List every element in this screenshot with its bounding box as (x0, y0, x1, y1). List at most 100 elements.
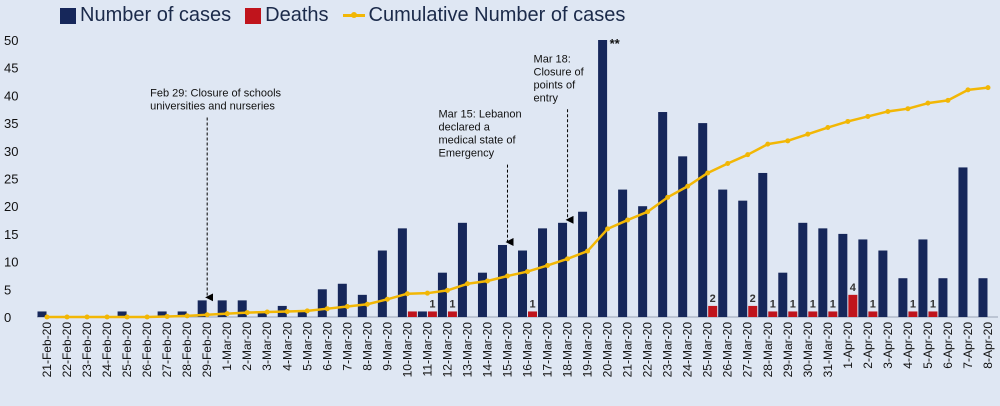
cumulative-point (625, 217, 631, 223)
cumulative-point (865, 113, 871, 119)
death-value-label: 1 (429, 298, 435, 310)
x-tick-label: 3-Apr-20 (881, 322, 895, 369)
x-tick-label: 13-Mar-20 (460, 322, 474, 378)
death-value-label: 1 (810, 298, 816, 310)
annotation-text: Feb 29: Closure of schools (150, 88, 281, 100)
x-tick-label: 11-Mar-20 (420, 322, 434, 377)
cumulative-point (965, 87, 971, 93)
legend-label-deaths: Deaths (265, 4, 329, 26)
death-bar (768, 311, 778, 317)
x-tick-label: 15-Mar-20 (500, 322, 514, 378)
x-tick-label: 23-Feb-20 (80, 322, 94, 378)
death-value-label: 1 (870, 298, 876, 310)
death-bar (748, 305, 758, 317)
case-bar (798, 222, 808, 317)
death-bar (407, 311, 417, 317)
case-bar (337, 283, 347, 317)
case-bar (978, 278, 988, 317)
case-bar (678, 156, 688, 317)
legend-swatch-deaths (245, 7, 262, 24)
case-bar (758, 172, 768, 317)
cumulative-line (47, 86, 989, 319)
x-tick-label: 2-Apr-20 (861, 322, 875, 369)
x-tick-label: 27-Mar-20 (741, 322, 755, 378)
annotation-text: points of (534, 79, 577, 91)
x-tick-label: 25-Mar-20 (701, 322, 715, 378)
legend-label-cases: Number of cases (80, 4, 232, 26)
x-tick-label: 16-Mar-20 (521, 322, 535, 378)
death-bar (788, 311, 798, 317)
annotation-text: universities and nurseries (150, 101, 275, 113)
x-tick-label: 25-Feb-20 (120, 322, 134, 378)
cumulative-point (124, 314, 130, 320)
x-tick-label: 28-Feb-20 (180, 322, 194, 378)
cumulative-point (164, 313, 170, 319)
x-tick-label: 12-Mar-20 (440, 322, 454, 378)
cumulative-point (545, 262, 551, 268)
cumulative-point (785, 138, 791, 144)
x-tick-label: 20-Mar-20 (601, 322, 615, 378)
case-bar (217, 300, 227, 317)
case-bar (497, 244, 507, 317)
cumulative-point (725, 161, 731, 167)
death-value-label: 1 (449, 298, 455, 310)
x-tick-label: 22-Feb-20 (60, 322, 74, 378)
cumulative-point (244, 310, 250, 316)
case-bar (177, 311, 187, 317)
cumulative-point (504, 273, 510, 279)
case-bar (397, 228, 407, 317)
y-tick-label: 0 (4, 310, 11, 325)
death-value-label: 1 (830, 298, 836, 310)
annotation-text: Closure of (534, 66, 585, 78)
cumulative-point (905, 106, 911, 112)
x-tick-label: 6-Mar-20 (320, 322, 334, 371)
y-tick-label: 30 (4, 144, 18, 159)
cumulative-point (104, 314, 110, 320)
x-tick-label: 7-Apr-20 (961, 322, 975, 369)
x-tick-label: 9-Mar-20 (380, 322, 394, 371)
legend-swatch-cases (60, 7, 76, 24)
cumulative-point (204, 312, 210, 318)
y-tick-label: 45 (4, 61, 18, 76)
y-tick-label: 15 (4, 227, 18, 242)
cumulative-point (945, 97, 951, 103)
legend: Number of cases Deaths Cumulative Number… (60, 4, 639, 27)
death-bar (528, 311, 538, 317)
cumulative-point (384, 296, 390, 302)
annotation-text: Emergency (438, 148, 494, 160)
case-bar (778, 272, 788, 317)
case-bar (918, 239, 928, 317)
cumulative-point (344, 303, 350, 309)
x-tick-label: 14-Mar-20 (480, 322, 494, 378)
x-tick-label: 27-Feb-20 (160, 322, 174, 378)
case-bar (157, 311, 167, 317)
x-tick-label: 2-Mar-20 (240, 322, 254, 371)
case-bar (257, 311, 267, 317)
cumulative-point (705, 170, 711, 176)
cumulative-point (464, 281, 470, 287)
cumulative-point (84, 314, 90, 320)
cumulative-point (985, 85, 991, 91)
x-tick-label: 4-Mar-20 (280, 322, 294, 371)
case-bar (297, 311, 307, 317)
x-tick-label: 26-Feb-20 (140, 322, 154, 378)
y-tick-label: 40 (4, 88, 18, 103)
y-tick-label: 35 (4, 116, 18, 131)
x-tick-label: 29-Mar-20 (781, 322, 795, 378)
x-tick-label: 1-Mar-20 (220, 322, 234, 371)
case-bar (457, 222, 467, 317)
cumulative-point (184, 313, 190, 319)
cumulative-point (224, 311, 230, 317)
x-tick-label: 19-Mar-20 (581, 322, 595, 378)
death-value-label: 1 (529, 298, 535, 310)
case-bar (578, 211, 588, 317)
legend-item-deaths: Deaths (245, 4, 329, 27)
cumulative-point (665, 194, 671, 200)
case-bar (878, 250, 888, 317)
x-tick-label: 5-Mar-20 (300, 322, 314, 371)
legend-item-cumulative: Cumulative Number of cases (342, 4, 625, 27)
case-bar (938, 278, 948, 317)
cumulative-point (44, 314, 50, 320)
death-value-label: 1 (770, 298, 776, 310)
